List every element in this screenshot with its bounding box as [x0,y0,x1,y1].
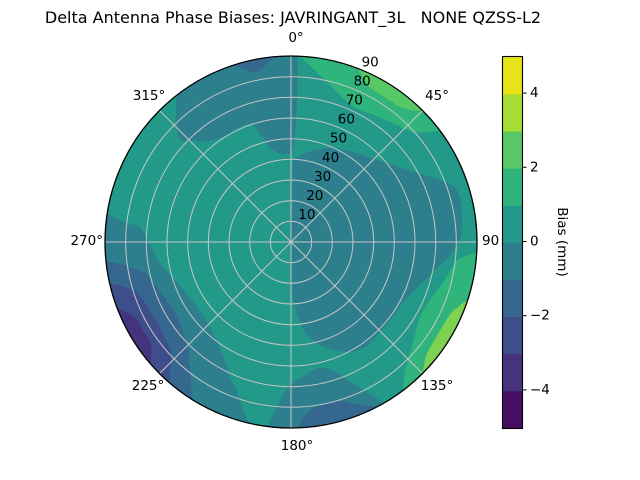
colorbar-segment [503,242,522,280]
theta-label-45: 45° [425,88,449,104]
r-tick-labels: 10 20 30 40 50 60 70 80 90 [298,54,378,223]
r-label-40: 40 [322,150,339,166]
contour-region-right-rim-streak [422,299,468,374]
colorbar-gradient [503,57,522,429]
colorbar-segment [503,168,522,206]
theta-label-225: 225° [132,378,165,394]
colorbar-segment [503,279,522,318]
theta-label-135: 135° [421,378,454,394]
colorbar-segment [503,94,522,132]
chart-title: Delta Antenna Phase Biases: JAVRINGANT_3… [45,8,541,28]
theta-tick-labels: 0° 45° 90 135° 180° 225° 270° 315° [70,30,499,454]
contour-region-top-rim-sliver [233,56,275,73]
contour-region-center-right [290,148,462,352]
colorbar-segment [503,205,522,243]
colorbar-label-0: 0 [530,234,539,250]
r-label-80: 80 [354,74,371,90]
contour-region-right-green [403,251,477,391]
colorbar-segment [503,57,522,95]
contour-region-bottom-rim [297,401,379,428]
colorbar-segment [503,353,522,392]
theta-label-0: 0° [288,30,303,46]
colorbar-ticks [522,92,527,391]
contour-region-top [175,56,298,155]
contour-region-upper-right-streak [357,68,423,111]
r-label-10: 10 [298,207,315,223]
r-label-30: 30 [314,169,331,185]
r-label-50: 50 [330,131,347,147]
colorbar-segment [503,390,522,429]
polar-grid [104,55,478,429]
r-label-20: 20 [306,188,323,204]
grid-line-135-315 [159,110,423,374]
contour-region-upper-right-green [300,56,440,133]
theta-label-315: 315° [133,88,166,104]
colorbar-segment [503,131,522,169]
r-label-90: 90 [362,54,379,70]
colorbar-segment [503,316,522,355]
colorbar-label-m2: −2 [530,308,550,324]
colorbar-label-2: 2 [530,159,539,175]
theta-label-90: 90 [482,233,499,249]
colorbar-axis-label: Bias (mm) [554,207,570,276]
contour-region-lower-left-band4 [117,308,152,364]
polar-axis-edge [104,55,478,429]
colorbar-label-m4: −4 [530,382,550,398]
colorbar-outline [501,55,524,430]
r-label-60: 60 [338,112,355,128]
r-label-70: 70 [346,93,363,109]
colorbar-tick-labels: 4 2 0 −2 −4 [530,85,550,398]
colorbar-label-4: 4 [530,85,539,101]
theta-label-180: 180° [281,438,314,454]
colorbar: 4 2 0 −2 −4 Bias (mm) [501,55,570,430]
theta-label-270: 270° [70,233,103,249]
